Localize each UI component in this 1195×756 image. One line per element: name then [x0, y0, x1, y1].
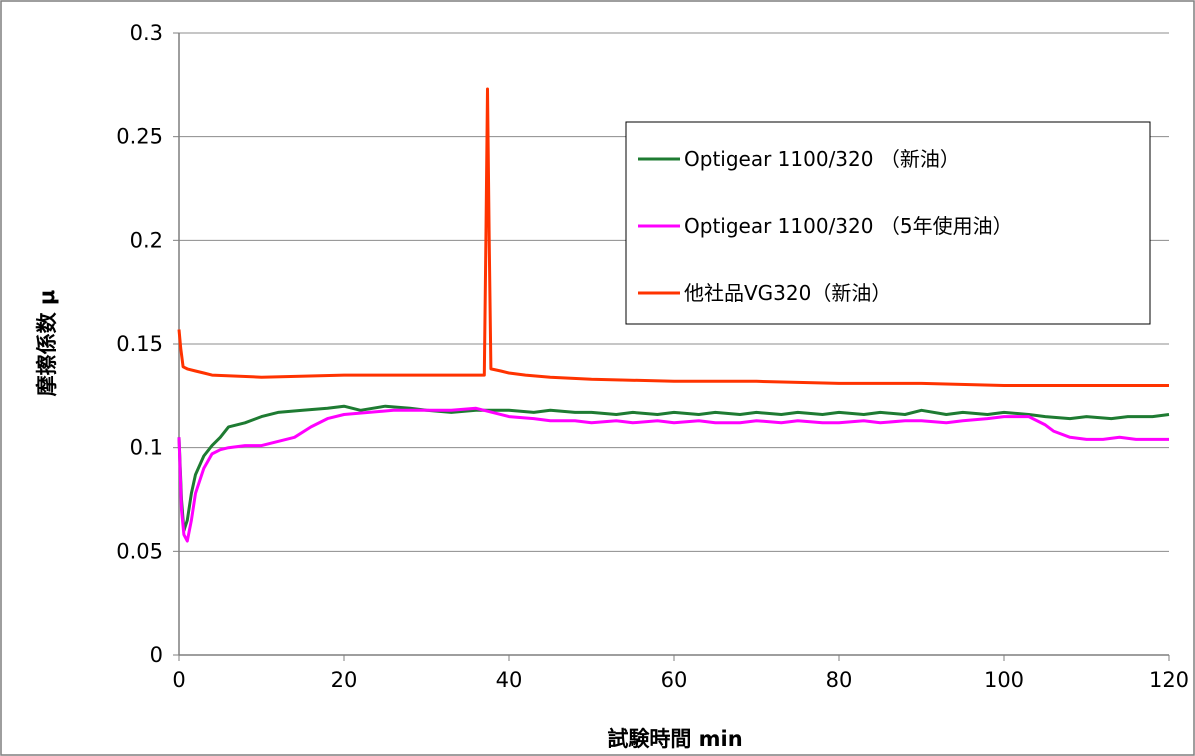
x-tick-label: 40 — [496, 668, 523, 692]
legend-label-0: Optigear 1100/320 （新油） — [684, 147, 960, 171]
x-tick-label: 120 — [1149, 668, 1189, 692]
y-tick-label: 0.2 — [130, 228, 163, 252]
x-tick-label: 0 — [172, 668, 185, 692]
series-line-2 — [177, 87, 1169, 387]
y-tick-label: 0 — [150, 643, 163, 667]
y-axis-title: 摩擦係数 μ — [35, 290, 59, 397]
legend-label-2: 他社品VG320（新油） — [684, 281, 891, 305]
x-tick-label: 20 — [331, 668, 358, 692]
x-tick-labels: 0 20 40 60 80 100 120 — [172, 668, 1189, 692]
x-axis-title: 試験時間 min — [607, 727, 742, 751]
y-tick-labels: 0 0.05 0.1 0.15 0.2 0.25 0.3 — [116, 21, 163, 667]
series-line-1 — [177, 406, 1169, 543]
y-tick-label: 0.15 — [116, 332, 163, 356]
x-tick-label: 100 — [984, 668, 1024, 692]
y-tick-label: 0.1 — [130, 436, 163, 460]
series-lines — [177, 87, 1170, 543]
legend-label-1: Optigear 1100/320 （5年使用油） — [684, 214, 1013, 238]
y-tick-label: 0.05 — [116, 539, 163, 563]
y-tick-label: 0.3 — [130, 21, 163, 45]
x-tick-label: 80 — [826, 668, 853, 692]
legend-box — [625, 121, 1151, 325]
legend: Optigear 1100/320 （新油） Optigear 1100/320 … — [625, 121, 1151, 325]
series-line-0 — [177, 404, 1170, 533]
x-tick-label: 60 — [661, 668, 688, 692]
y-tick-label: 0.25 — [116, 125, 163, 149]
